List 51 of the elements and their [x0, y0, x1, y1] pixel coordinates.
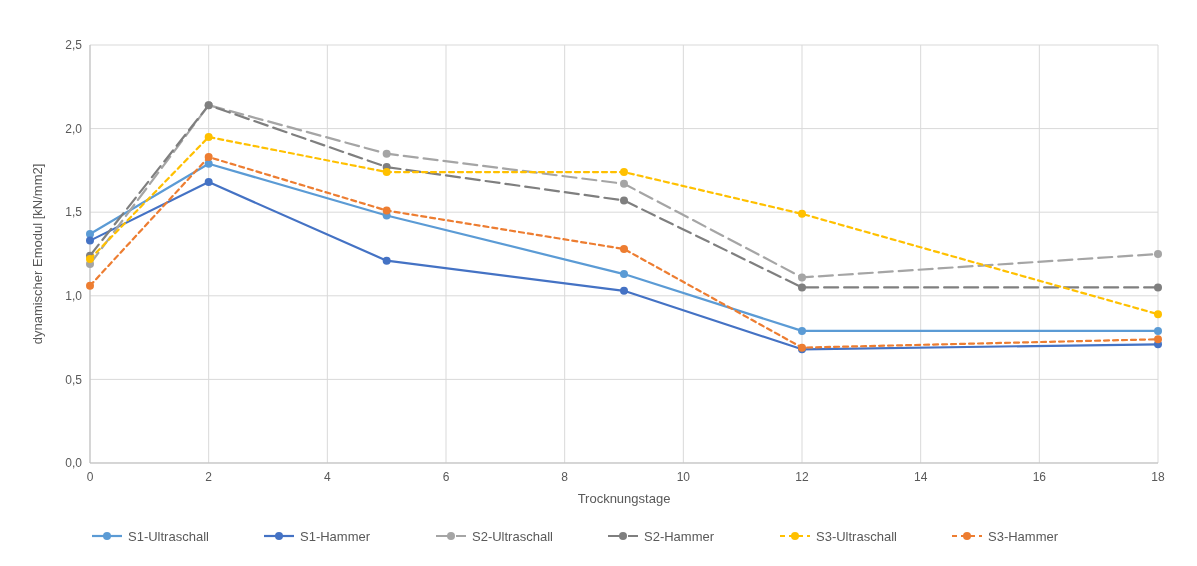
x-tick-label: 16 — [1032, 470, 1047, 484]
point — [798, 283, 806, 292]
x-tick-label: 2 — [205, 470, 213, 484]
y-tick-label: 0,5 — [65, 372, 83, 387]
point — [204, 132, 213, 141]
x-tick-label: 12 — [795, 470, 809, 484]
point — [204, 178, 213, 187]
y-tick-label: 1,5 — [65, 205, 83, 220]
point — [620, 270, 628, 279]
legend-label: S2-Hammer — [644, 528, 715, 544]
point — [798, 326, 806, 335]
x-tick-label: 8 — [561, 470, 569, 484]
point — [1154, 335, 1162, 344]
point — [798, 273, 806, 282]
point — [382, 168, 391, 177]
legend-label: S3-Ultraschall — [816, 528, 898, 544]
point — [382, 206, 391, 215]
point — [1154, 250, 1162, 258]
x-tick-label: 6 — [442, 470, 450, 484]
point — [86, 229, 94, 238]
y-tick-label: 2,5 — [65, 38, 83, 53]
x-axis-title: Trocknungstage — [577, 491, 671, 506]
point — [86, 236, 94, 245]
point — [620, 286, 628, 295]
y-axis-title: dynamischer Emodul [kN/mm2] — [30, 163, 45, 345]
point — [620, 244, 628, 253]
x-tick-label: 10 — [676, 470, 691, 484]
point — [798, 209, 806, 218]
legend-label: S1-Ultraschall — [128, 528, 210, 544]
point — [204, 159, 213, 168]
point — [382, 256, 391, 265]
point — [1154, 310, 1162, 319]
legend-label: S2-Ultraschall — [472, 528, 554, 544]
point — [620, 196, 628, 205]
point — [382, 149, 391, 158]
point — [204, 153, 213, 162]
point — [1154, 283, 1162, 292]
point — [1154, 326, 1162, 335]
legend-label: S3-Hammer — [988, 528, 1059, 544]
y-tick-label: 0,0 — [65, 456, 83, 471]
x-tick-label: 14 — [913, 470, 928, 484]
point — [86, 255, 94, 264]
point — [620, 179, 628, 188]
y-tick-label: 1,0 — [65, 289, 83, 303]
point — [620, 168, 628, 177]
legend-label: S1-Hammer — [300, 528, 371, 544]
y-tick-label: 2,0 — [65, 121, 83, 136]
x-tick-label: 18 — [1151, 470, 1165, 484]
point — [86, 281, 94, 290]
x-tick-label: 0 — [86, 470, 94, 484]
x-tick-label: 4 — [323, 470, 331, 484]
